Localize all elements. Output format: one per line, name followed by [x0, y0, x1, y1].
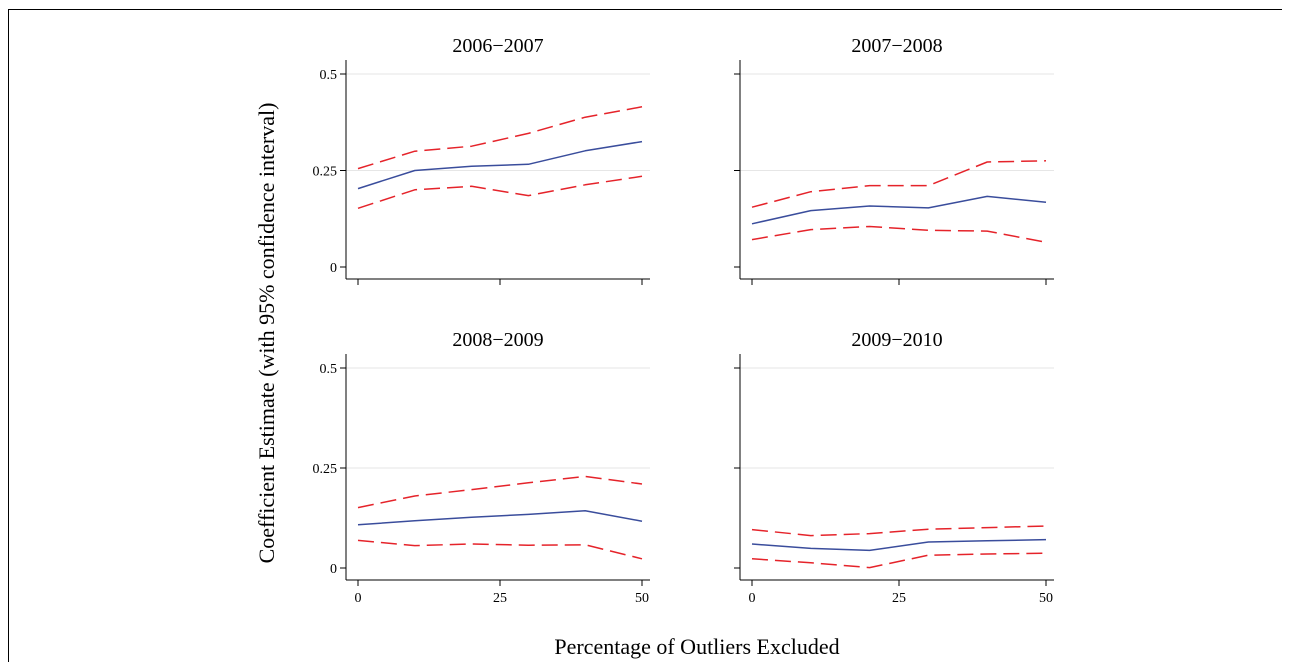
- lower-ci-line: [751, 552, 1047, 569]
- panel-2: 2007−2008: [734, 35, 1054, 285]
- upper-ci-line: [357, 106, 643, 170]
- x-tick-label: 25: [892, 591, 906, 606]
- panel-title: 2009−2010: [851, 329, 942, 351]
- x-axis-title: Percentage of Outliers Excluded: [554, 634, 839, 659]
- frame-top-border: [8, 9, 1282, 10]
- x-tick-label: 25: [493, 591, 507, 606]
- y-tick-label: 0.25: [313, 462, 338, 477]
- y-tick-label: 0: [330, 562, 337, 577]
- y-tick-label: 0.5: [320, 68, 338, 83]
- panel-title: 2006−2007: [452, 35, 543, 57]
- y-tick-label: 0: [330, 261, 337, 276]
- x-tick-label: 0: [749, 591, 756, 606]
- estimate-line: [751, 195, 1047, 225]
- panel-4: 0 25 50 2009−2010: [734, 329, 1054, 606]
- panel-title: 2007−2008: [851, 35, 942, 57]
- lower-ci-line: [357, 539, 643, 560]
- lower-ci-line: [751, 225, 1047, 244]
- x-tick-label: 0: [355, 591, 362, 606]
- panel-1: 0 0.25 0.5 2006−2007: [313, 35, 650, 285]
- frame-left-border: [8, 9, 9, 662]
- panel-3: 0 0.25 0.5 0 25 50 2008−2009: [313, 329, 650, 606]
- upper-ci-line: [751, 160, 1047, 208]
- y-axis-title: Coefficient Estimate (with 95% confidenc…: [254, 103, 279, 564]
- panel-title: 2008−2009: [452, 329, 543, 351]
- upper-ci-line: [357, 475, 643, 509]
- estimate-line: [357, 510, 643, 526]
- upper-ci-line: [751, 525, 1047, 537]
- x-tick-label: 50: [635, 591, 649, 606]
- y-tick-label: 0.25: [313, 165, 338, 180]
- x-tick-label: 50: [1039, 591, 1053, 606]
- lower-ci-line: [357, 175, 643, 210]
- estimate-line: [357, 140, 643, 190]
- estimate-line: [751, 538, 1047, 552]
- y-tick-label: 0.5: [320, 362, 338, 377]
